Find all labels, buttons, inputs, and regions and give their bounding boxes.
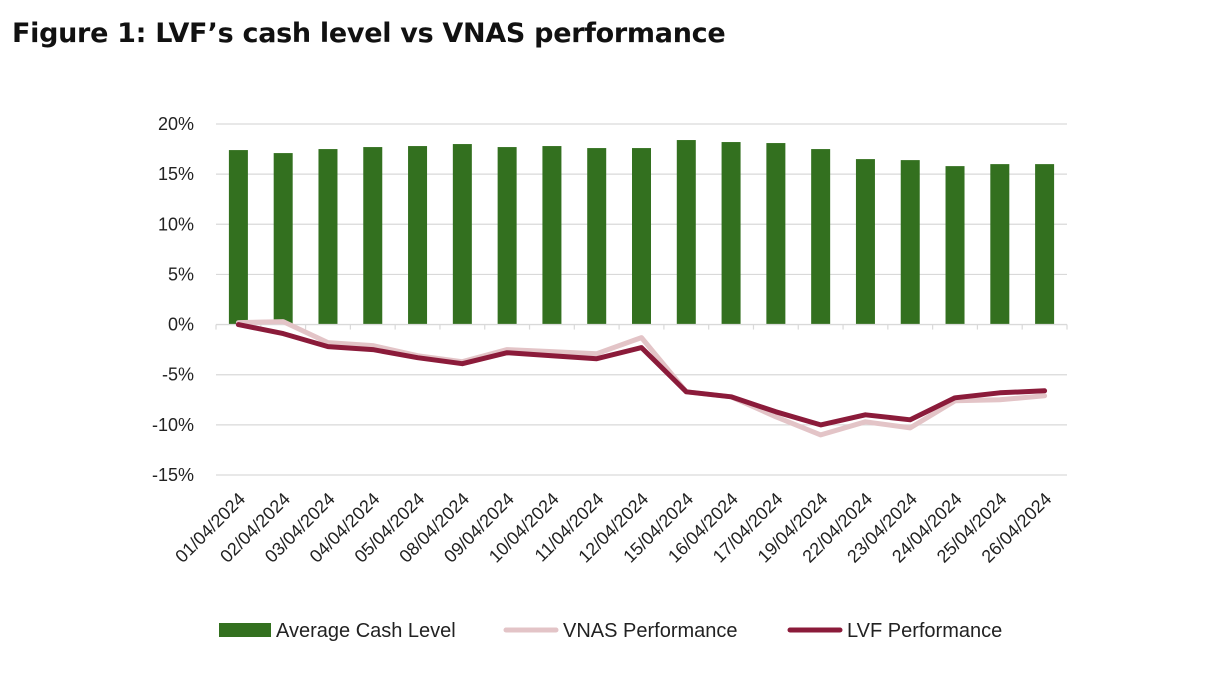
bar-cash-level	[945, 166, 965, 325]
bar-cash-level	[497, 147, 517, 325]
legend: Average Cash Level VNAS Performance LVF Pe…	[219, 620, 1002, 642]
bar-cash-level	[811, 149, 831, 325]
bar-cash-level	[363, 147, 383, 325]
bar-cash-level	[900, 160, 920, 325]
bar-cash-level	[228, 150, 248, 325]
figure-title: Figure 1: LVF’s cash level vs VNAS perfo…	[12, 18, 726, 49]
bar-cash-level	[766, 143, 786, 325]
bar-cash-level	[542, 146, 562, 325]
y-tick-label: 5%	[168, 264, 194, 284]
bar-cash-level	[318, 149, 338, 325]
legend-item: VNAS Performance	[503, 620, 738, 642]
legend-label: LVF Performance	[847, 620, 1002, 642]
legend-label: VNAS Performance	[563, 620, 738, 642]
y-tick-label: 10%	[158, 214, 194, 234]
legend-item: LVF Performance	[787, 620, 1002, 642]
x-axis-ticks: 01/04/202402/04/202403/04/202404/04/2024…	[171, 489, 1055, 567]
bar-cash-level	[452, 144, 472, 325]
y-tick-label: -15%	[152, 465, 194, 485]
bar-cash-level	[408, 146, 428, 325]
y-tick-label: -10%	[152, 415, 194, 435]
legend-swatch	[219, 623, 271, 637]
bar-cash-level	[721, 142, 741, 325]
y-axis-ticks: 20% 15% 10% 5% 0% -5% -10% -15%	[152, 114, 194, 485]
bar-cash-level	[632, 148, 651, 325]
y-tick-label: -5%	[162, 365, 194, 385]
bar-cash-level	[1035, 164, 1055, 325]
y-tick-label: 20%	[158, 114, 194, 134]
y-tick-label: 0%	[168, 315, 194, 335]
bar-cash-level	[676, 140, 696, 325]
bar-series	[228, 140, 1055, 325]
legend-label: Average Cash Level	[276, 620, 456, 642]
bar-cash-level	[587, 148, 607, 325]
line-series	[235, 319, 1048, 438]
x-axis-tick-marks	[215, 324, 1068, 330]
bar-cash-level	[990, 164, 1010, 325]
line-vnas-performance	[235, 319, 1048, 438]
bar-cash-level	[855, 159, 875, 325]
line-lvf-performance	[235, 322, 1048, 428]
y-tick-label: 15%	[158, 164, 194, 184]
bar-cash-level	[273, 153, 293, 325]
legend-item: Average Cash Level	[219, 620, 456, 642]
